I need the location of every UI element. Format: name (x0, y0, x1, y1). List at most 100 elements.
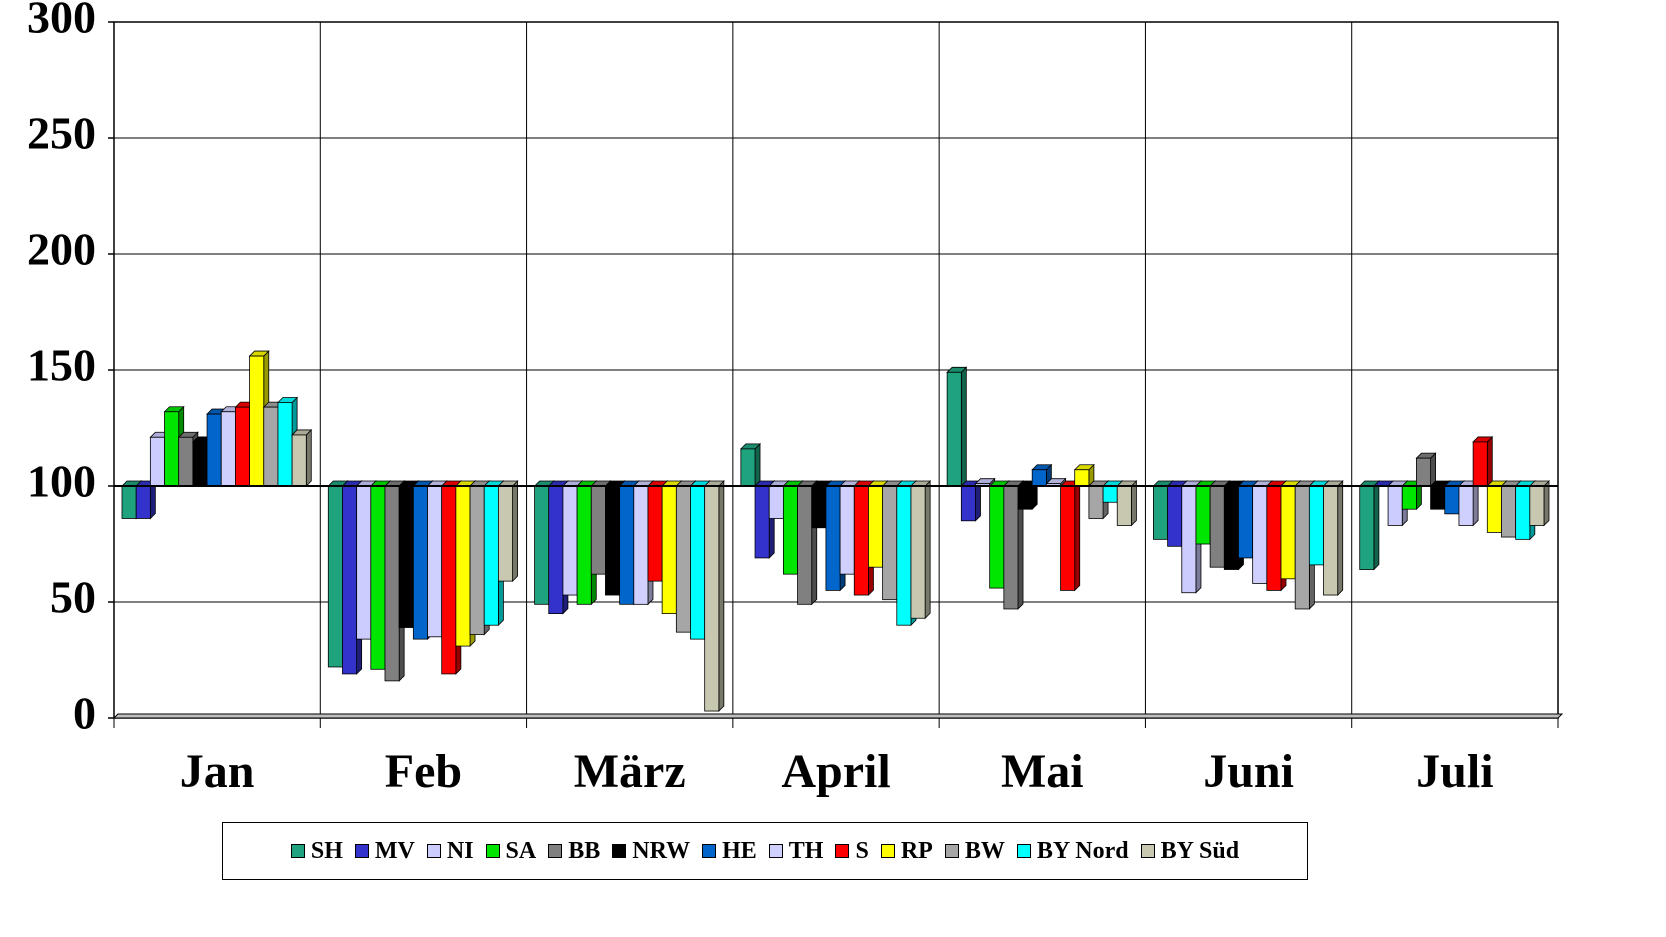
legend-item: NRW (612, 838, 690, 865)
bar (797, 485, 813, 605)
bar (548, 485, 564, 614)
bar-side (718, 480, 725, 713)
bar (1501, 485, 1517, 538)
legend: SH MV NI SA BB NRW HE TH S RP BW BY Nord BY Süd (222, 822, 1308, 880)
bar (178, 436, 194, 487)
legend-label: SH (310, 837, 343, 864)
bar (882, 485, 898, 601)
legend-label: TH (788, 837, 824, 864)
legend-swatch (612, 844, 627, 858)
bar (811, 485, 827, 529)
bar (427, 485, 443, 638)
bar (441, 485, 457, 675)
legend-swatch (485, 844, 500, 858)
bar-side (924, 480, 931, 620)
bar (384, 485, 400, 682)
legend-swatch (768, 844, 783, 858)
legend-item: S (835, 837, 869, 865)
floor (112, 713, 1564, 719)
bar (412, 485, 428, 640)
legend-item: BW (944, 837, 1005, 865)
legend-swatch (1016, 844, 1031, 858)
bar (910, 485, 926, 619)
bar (590, 485, 606, 575)
bar (661, 485, 677, 614)
bar (220, 411, 236, 487)
legend-swatch (1140, 844, 1155, 858)
bar (356, 485, 372, 640)
bar (740, 448, 756, 487)
legend-item: RP (880, 837, 933, 865)
bar (249, 355, 265, 487)
bar (1444, 485, 1460, 515)
bar (1031, 469, 1047, 487)
bar (1430, 485, 1446, 510)
legend-label: NRW (632, 837, 691, 864)
bar (1181, 485, 1197, 594)
bar (1472, 441, 1488, 487)
legend-item: HE (702, 838, 757, 865)
bar (1252, 485, 1268, 584)
bar (1195, 485, 1211, 545)
legend-label: NI (446, 837, 474, 864)
legend-label: MV (374, 837, 415, 864)
bar (946, 371, 962, 487)
bar (1102, 485, 1118, 503)
bar (149, 436, 165, 487)
legend-label: SA (505, 837, 537, 864)
bar (868, 485, 884, 568)
bar (342, 485, 358, 675)
bar (277, 402, 293, 487)
legend-label: BW (964, 837, 1005, 864)
bar (483, 485, 499, 626)
legend-label: BY Süd (1160, 837, 1240, 864)
bar-side (1543, 480, 1550, 527)
y-tick-label: 100 (27, 456, 96, 507)
bar-side (512, 480, 518, 583)
bar (782, 485, 798, 575)
bar (1074, 469, 1090, 487)
bar (1153, 485, 1169, 540)
legend-label: HE (722, 837, 757, 864)
bar (370, 485, 386, 670)
bar (534, 485, 550, 605)
bar-side (960, 366, 967, 487)
bar (1387, 485, 1403, 526)
legend-label: RP (900, 837, 933, 864)
x-tick-label: Juni (1203, 745, 1294, 798)
bar (675, 485, 691, 633)
bar (1238, 485, 1254, 559)
legend-swatch (548, 844, 563, 858)
legend-label: S (855, 837, 869, 864)
legend-swatch (880, 844, 895, 858)
bar (164, 411, 180, 487)
bar (469, 485, 485, 635)
bar-side (1373, 480, 1380, 571)
bar (619, 485, 635, 605)
bar (1223, 485, 1239, 570)
legend-item: BY Süd (1140, 837, 1240, 865)
bar (1359, 485, 1375, 570)
x-tick-label: Feb (385, 745, 462, 798)
bar (1323, 485, 1339, 596)
bar-side (1131, 480, 1137, 527)
bar (768, 485, 784, 519)
bar (1515, 485, 1531, 540)
bar (327, 485, 343, 668)
bar (839, 485, 855, 575)
bar (825, 485, 841, 591)
bar (896, 485, 912, 626)
legend-item: BB (548, 838, 600, 865)
bar (235, 406, 250, 487)
legend-swatch (835, 844, 850, 858)
bar (121, 485, 137, 519)
bar (1017, 485, 1033, 510)
bar (576, 485, 592, 605)
x-tick-label: Mai (1001, 745, 1084, 798)
bar (989, 485, 1005, 589)
bar (1308, 485, 1324, 566)
legend-item: SA (485, 837, 537, 865)
legend-item: SH (290, 837, 343, 865)
bar (633, 485, 649, 605)
bar-side (1074, 480, 1081, 592)
